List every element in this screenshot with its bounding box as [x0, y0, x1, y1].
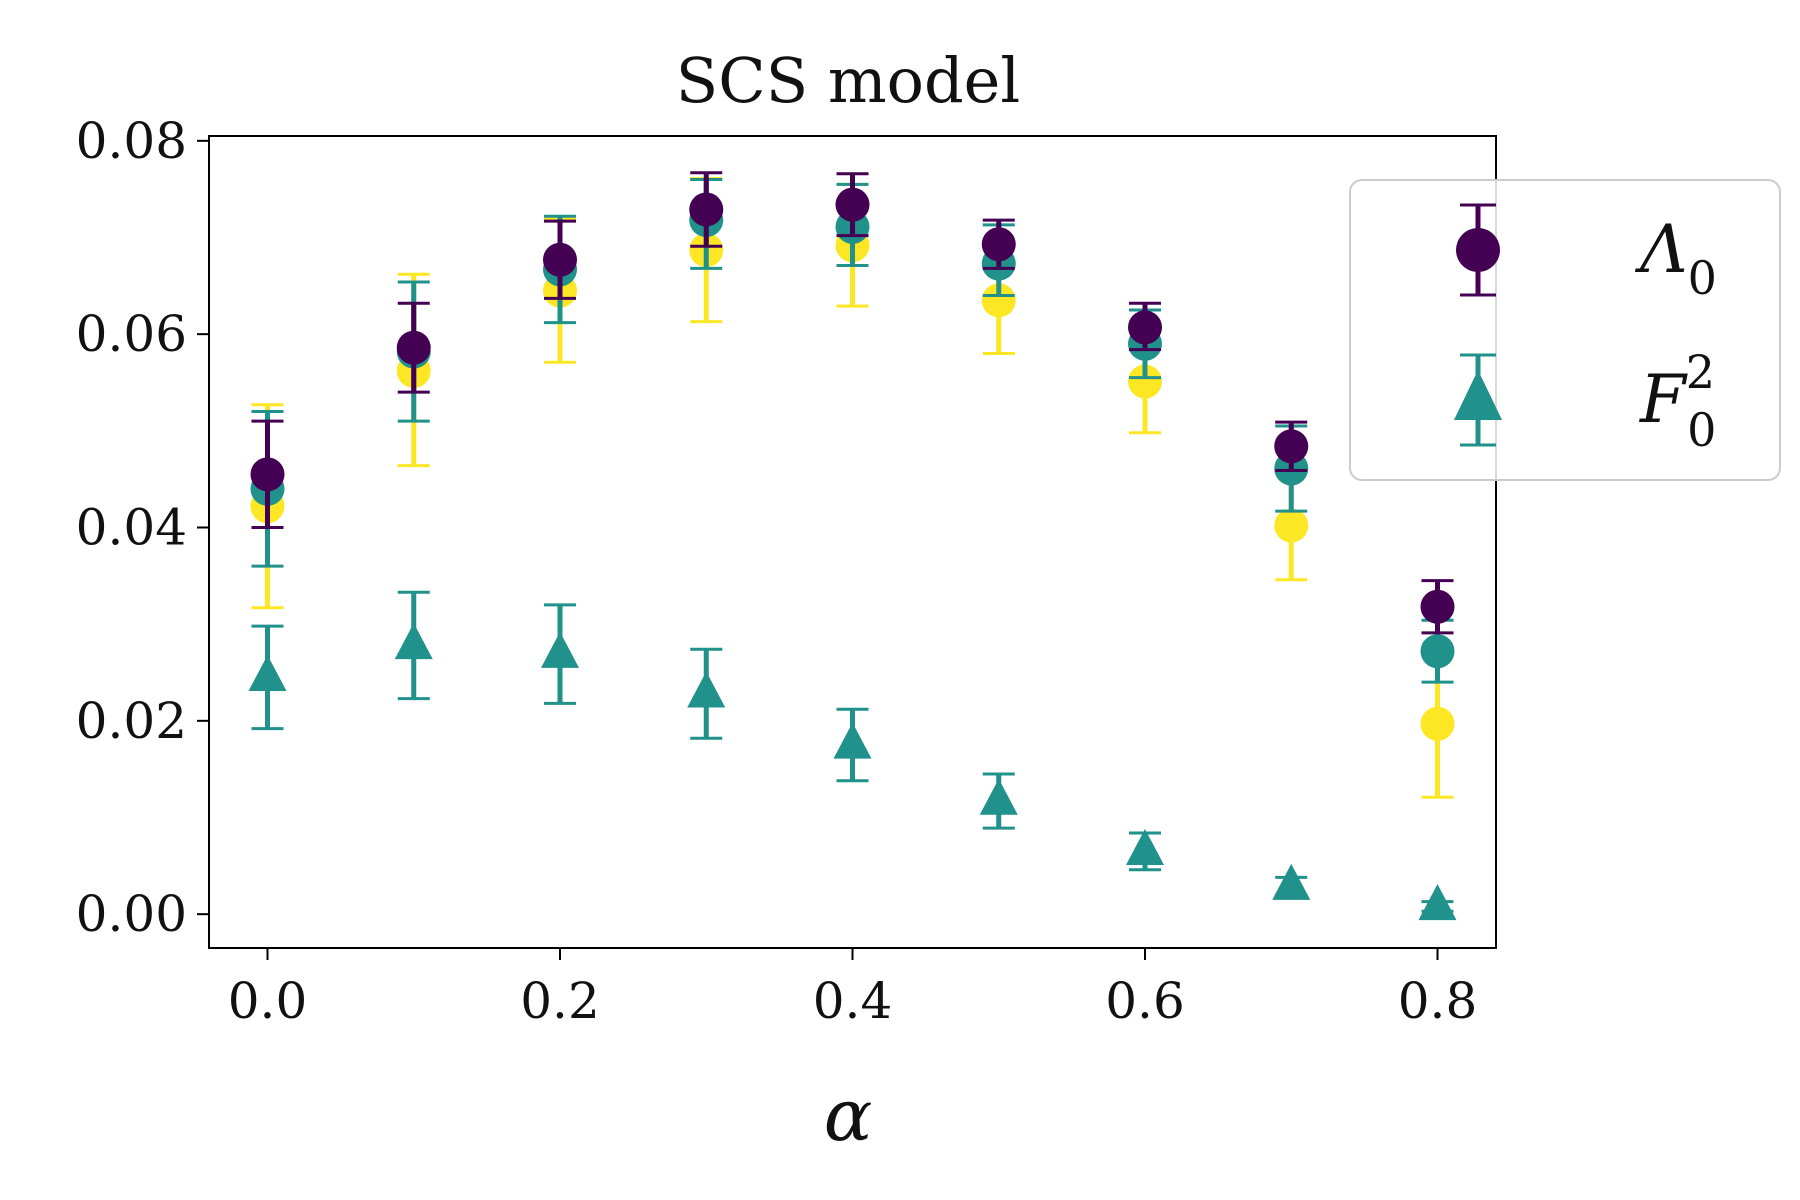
y-tick-label: 0.04 [76, 499, 187, 557]
legend-label-main: F [1639, 361, 1688, 438]
data-point [1272, 863, 1311, 900]
legend-marker-triangle [1454, 370, 1502, 420]
legend-label-superscript: 2 [1686, 345, 1715, 399]
data-point [1420, 706, 1455, 741]
legend-marker-circle [1456, 228, 1500, 272]
data-point [1126, 829, 1164, 866]
data-point [394, 623, 433, 660]
legend-label-subscript: 0 [1688, 251, 1717, 305]
x-axis-label: α [824, 1073, 873, 1157]
x-tick-label: 0.6 [1105, 972, 1185, 1030]
legend-item: Λ0 [1456, 203, 1717, 305]
data-point [250, 457, 285, 492]
data-point [1128, 364, 1162, 399]
legend-label-main: Λ [1634, 211, 1688, 288]
data-point [1420, 589, 1455, 624]
data-point [1418, 884, 1457, 921]
x-tick-label: 0.4 [813, 972, 893, 1030]
series-2 [250, 171, 1455, 635]
data-point [981, 227, 1016, 262]
data-point [981, 283, 1016, 318]
legend-label: F2 0 [1639, 345, 1716, 457]
series-0 [250, 177, 1455, 799]
x-tick-label: 0.2 [520, 972, 600, 1030]
data-point [541, 631, 579, 668]
legend-label: Λ0 [1634, 211, 1717, 305]
data-point [689, 192, 724, 227]
data-point [543, 242, 577, 277]
y-tick-label: 0.08 [76, 112, 187, 170]
legend-item: F2 0 [1454, 345, 1716, 457]
data-point [1274, 429, 1309, 464]
data-point [687, 671, 726, 708]
x-tick-label: 0.0 [228, 972, 308, 1030]
data-point [1420, 634, 1455, 669]
series-3 [248, 590, 1457, 921]
data-point [835, 187, 870, 222]
y-tick-label: 0.02 [76, 692, 187, 750]
data-point [248, 655, 287, 692]
y-tick-label: 0.06 [76, 305, 187, 363]
y-tick-label: 0.00 [76, 885, 187, 943]
plot-area: 0.0 0.2 0.4 0.6 0.8 0.00 0.02 0.04 0.06 0.08 [76, 112, 1497, 1030]
data-point [979, 778, 1018, 815]
legend-label-subscript: 0 [1687, 403, 1716, 457]
data-point [1128, 310, 1162, 345]
series-1 [250, 178, 1455, 684]
chart-title: SCS model [676, 44, 1020, 117]
data-point [396, 330, 431, 365]
data-point [833, 722, 872, 759]
x-tick-label: 0.8 [1398, 972, 1478, 1030]
data-point [1274, 508, 1309, 543]
